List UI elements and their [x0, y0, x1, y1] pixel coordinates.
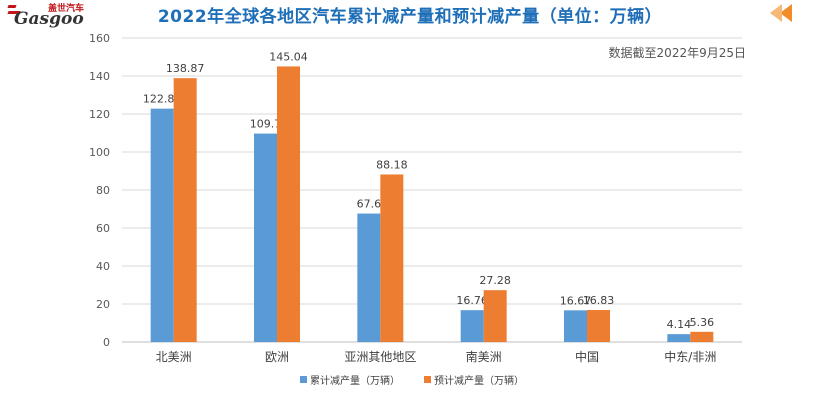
x-tick-label: 亚洲其他地区 — [344, 350, 416, 364]
data-label-cumulative: 109.7 — [250, 118, 282, 131]
y-tick-label: 0 — [103, 336, 110, 349]
data-label-projected: 5.36 — [690, 316, 715, 329]
data-label-projected: 88.18 — [376, 158, 408, 171]
bar-projected — [690, 331, 714, 342]
double-chevron-left-icon[interactable] — [766, 2, 806, 24]
bar-cumulative — [254, 133, 277, 342]
bar-projected — [483, 290, 507, 342]
data-label-cumulative: 122.82 — [143, 93, 182, 106]
y-tick-label: 140 — [89, 70, 110, 83]
bar-cumulative — [460, 310, 484, 342]
x-tick-label: 欧洲 — [265, 350, 289, 364]
legend-swatch-cumulative — [300, 376, 307, 383]
data-label-cumulative: 16.76 — [456, 294, 488, 307]
legend-label-projected: 预计减产量（万辆） — [434, 374, 524, 387]
bar-projected — [173, 78, 197, 342]
bar-projected — [277, 66, 300, 342]
x-tick-label: 中东/非洲 — [664, 349, 716, 364]
bar-projected — [587, 310, 610, 342]
gasgoo-logo: 盖世汽车 Gasgoo — [7, 2, 94, 36]
data-label-cumulative: 16.67 — [560, 294, 592, 307]
y-tick-label: 80 — [96, 184, 110, 197]
data-label-projected: 138.87 — [166, 62, 205, 75]
legend-swatch-projected — [424, 376, 431, 383]
data-label-cumulative: 4.14 — [667, 318, 692, 331]
data-date-note: 数据截至2022年9月25日 — [608, 46, 746, 60]
logo-en-text: Gasgoo — [14, 9, 84, 29]
y-tick-label: 60 — [96, 222, 110, 235]
y-tick-label: 100 — [89, 146, 110, 159]
y-tick-label: 160 — [89, 32, 110, 45]
logo-cn-text: 盖世汽车 — [48, 4, 85, 14]
data-label-projected: 27.28 — [479, 274, 511, 287]
y-tick-label: 20 — [96, 298, 110, 311]
bar-cumulative — [357, 213, 381, 342]
bar-projected — [380, 174, 404, 342]
bar-cumulative — [667, 334, 691, 342]
data-label-projected: 145.04 — [269, 50, 308, 63]
y-tick-label: 120 — [89, 108, 110, 121]
data-label-projected: 16.83 — [583, 294, 615, 307]
x-tick-label: 北美洲 — [156, 350, 192, 364]
x-tick-label: 中国 — [575, 349, 599, 364]
bar-cumulative — [150, 108, 174, 342]
bar-cumulative — [564, 310, 587, 342]
legend-label-cumulative: 累计减产量（万辆） — [310, 374, 400, 387]
chart-title: 2022年全球各地区汽车累计减产量和预计减产量（单位：万辆） — [157, 7, 663, 27]
data-label-cumulative: 67.6 — [357, 198, 382, 211]
y-tick-label: 40 — [96, 260, 110, 273]
x-tick-label: 南美洲 — [466, 349, 502, 364]
